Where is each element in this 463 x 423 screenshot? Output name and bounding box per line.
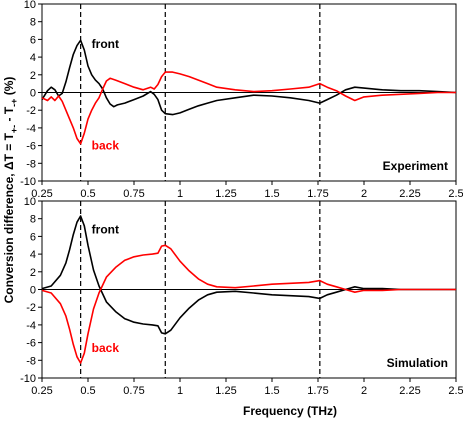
y-tick-label: -10 <box>20 373 36 385</box>
x-tick-label: 0.25 <box>31 385 52 397</box>
y-tick-label: 8 <box>30 17 36 29</box>
x-tick-label: 2.5 <box>448 188 463 200</box>
x-tick-label: 1.5 <box>264 188 279 200</box>
y-tick-label: -6 <box>26 338 36 350</box>
y-tick-label: 0 <box>30 88 36 100</box>
experiment-panel: 10 8 6 4 2 0 -2 -4 -6 -8 -100.25 0.5 0.75 1 1.25 1.5 1.7… <box>20 0 463 200</box>
x-axis-label: Frequency (THz) <box>243 404 337 418</box>
annotation-back: back <box>92 139 120 153</box>
x-tick-label: 1 <box>177 188 183 200</box>
panel-label: Simulation <box>387 356 448 370</box>
y-axis-label: Conversion difference, ΔT = T+- - T-+ (%… <box>2 77 19 304</box>
annotation-back: back <box>92 341 120 355</box>
y-tick-label: 8 <box>30 214 36 226</box>
x-tick-label: 2.5 <box>448 385 463 397</box>
x-tick-label: 2 <box>361 385 367 397</box>
series-line-back <box>41 71 456 145</box>
y-tick-label: 4 <box>30 52 36 64</box>
y-tick-label: 10 <box>24 0 36 11</box>
x-tick-label: 0.75 <box>123 385 144 397</box>
y-tick-label: -2 <box>26 302 36 314</box>
y-tick-label: -8 <box>26 355 36 367</box>
y-tick-label: -4 <box>26 123 36 135</box>
x-tick-label: 0.5 <box>80 188 95 200</box>
y-tick-label: 10 <box>24 196 36 208</box>
y-tick-label: -8 <box>26 158 36 170</box>
x-tick-label: 1.75 <box>307 188 328 200</box>
y-tick-label: 2 <box>30 70 36 82</box>
y-tick-label: -2 <box>26 105 36 117</box>
x-tick-label: 1.5 <box>264 385 279 397</box>
annotation-front: front <box>92 37 119 51</box>
simulation-panel: 10 8 6 4 2 0 -2 -4 -6 -8 -100.25 0.5 0.75 1 1.25 1.5 1.7… <box>20 196 463 397</box>
series-line-back <box>41 244 456 364</box>
y-tick-label: 4 <box>30 249 36 261</box>
y-tick-label: 6 <box>30 34 36 46</box>
x-tick-label: 1.25 <box>215 188 236 200</box>
x-tick-label: 1 <box>177 385 183 397</box>
y-tick-label: -4 <box>26 320 36 332</box>
x-tick-label: 2.25 <box>399 385 420 397</box>
y-tick-label: -10 <box>20 176 36 188</box>
x-tick-label: 0.75 <box>123 188 144 200</box>
x-tick-label: 2.25 <box>399 188 420 200</box>
y-tick-label: 6 <box>30 231 36 243</box>
series-line-front <box>41 39 457 116</box>
y-tick-label: 2 <box>30 267 36 279</box>
panel-label: Experiment <box>383 159 448 173</box>
x-tick-label: 1.75 <box>307 385 328 397</box>
annotation-front: front <box>92 222 119 236</box>
x-tick-label: 0.25 <box>31 188 52 200</box>
x-tick-label: 2 <box>361 188 367 200</box>
x-tick-label: 1.25 <box>215 385 236 397</box>
x-tick-label: 0.5 <box>80 385 95 397</box>
y-tick-label: -6 <box>26 141 36 153</box>
y-tick-label: 0 <box>30 285 36 297</box>
